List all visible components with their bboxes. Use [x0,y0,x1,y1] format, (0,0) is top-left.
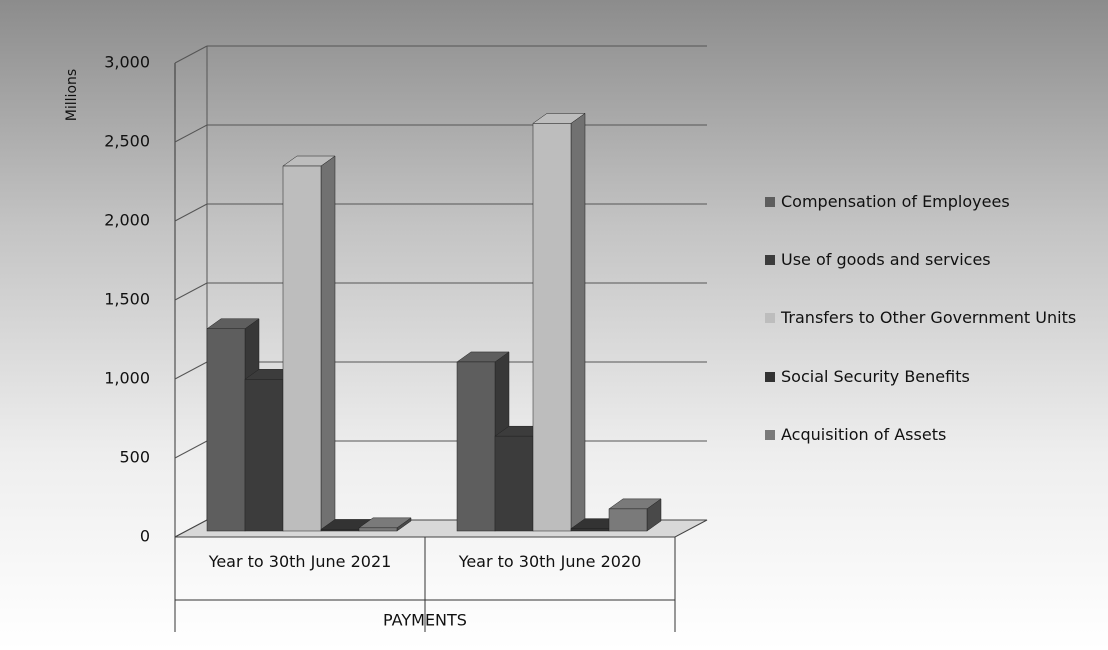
bar [358,527,398,532]
x-tick-label: Year to 30th June 2021 [208,552,392,571]
bar [532,123,572,532]
y-tick-label: 1,500 [104,290,150,309]
legend-swatch [765,197,775,207]
grid-side [174,440,208,459]
y-tick-label: 2,000 [104,211,150,230]
y-tick-label: 2,500 [104,132,150,151]
grid-side [174,203,208,222]
legend-label: Compensation of Employees [781,192,1010,211]
bar [456,361,496,532]
bar [494,435,534,532]
x-tick-label: Year to 30th June 2020 [458,552,642,571]
legend-label: Use of goods and services [781,250,991,269]
y-tick-label: 500 [119,448,150,467]
grid-side [174,124,208,143]
bar [206,328,246,532]
legend-swatch [765,430,775,440]
grid-side [174,282,208,301]
bar [282,165,322,532]
grid-side [174,45,208,64]
legend-label: Social Security Benefits [781,367,970,386]
bar [608,508,648,532]
legend-swatch [765,255,775,265]
bar [244,379,284,532]
y-tick-label: 3,000 [104,53,150,72]
bar [320,529,360,532]
legend-label: Acquisition of Assets [781,425,947,444]
bar-side [320,155,336,532]
grid-side [174,361,208,380]
y-axis-label: Millions [64,69,80,121]
y-tick-label: 0 [140,527,150,546]
legend-label: Transfers to Other Government Units [781,308,1077,327]
legend-swatch [765,372,775,382]
y-tick-label: 1,000 [104,369,150,388]
bar [570,528,610,532]
bar-side [570,112,586,532]
legend-swatch [765,313,775,323]
